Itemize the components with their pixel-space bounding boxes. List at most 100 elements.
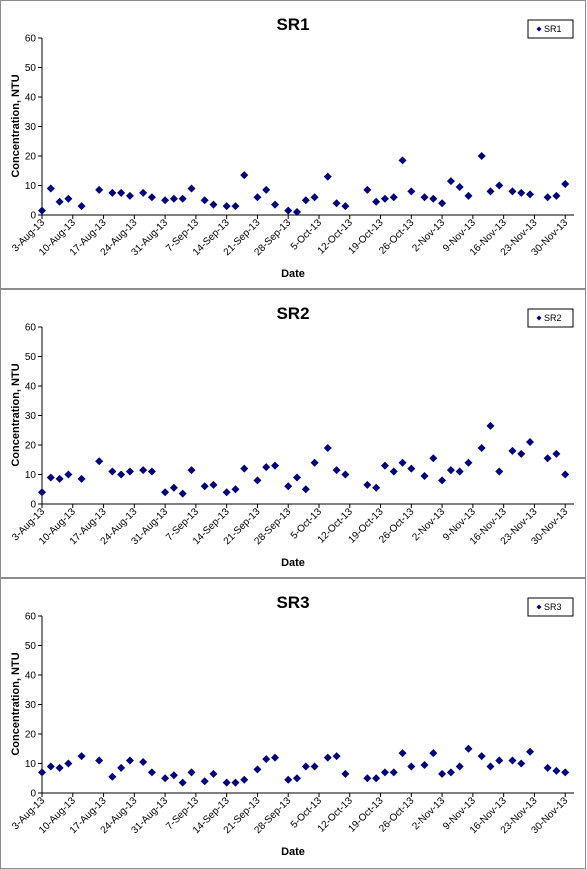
- chart-panel-1: SR2 0 10 20 30 40 50 60 3-Aug-13 10-Aug-13 17-Aug-…: [0, 289, 586, 578]
- data-point: [293, 208, 302, 217]
- y-tick-label: 10: [25, 759, 37, 770]
- data-point: [231, 778, 240, 787]
- data-point: [429, 194, 438, 203]
- data-point: [323, 172, 332, 181]
- data-point: [77, 474, 86, 483]
- data-point: [363, 480, 372, 489]
- data-point: [323, 753, 332, 762]
- legend-label: SR2: [544, 313, 562, 323]
- data-point: [407, 464, 416, 473]
- data-point: [38, 206, 46, 215]
- data-point: [161, 196, 170, 205]
- data-point: [526, 747, 535, 756]
- y-tick-label: 60: [25, 612, 37, 623]
- data-point: [64, 470, 73, 479]
- data-point: [147, 467, 156, 476]
- data-point: [147, 193, 156, 202]
- y-tick-label: 40: [25, 382, 37, 393]
- data-point: [46, 762, 55, 771]
- data-point: [55, 474, 64, 483]
- data-point: [293, 473, 302, 482]
- data-point: [125, 191, 134, 200]
- legend-marker: [536, 604, 542, 610]
- data-point: [341, 202, 350, 211]
- y-tick-label: 20: [25, 152, 37, 163]
- data-point: [108, 188, 117, 197]
- data-point: [543, 193, 552, 202]
- chart-panel-0: SR1 0 10 20 30 40 50 60 3-Aug-13 10-Aug-13 17-Aug-…: [0, 0, 586, 289]
- legend-label: SR1: [544, 24, 562, 34]
- data-point: [455, 762, 464, 771]
- data-point: [486, 762, 495, 771]
- data-point: [380, 768, 389, 777]
- data-point: [284, 482, 293, 491]
- y-tick-label: 20: [25, 730, 37, 741]
- data-point: [420, 193, 429, 202]
- data-point: [169, 771, 178, 780]
- legend: SR3: [527, 597, 574, 617]
- chart-title: SR3: [276, 593, 309, 612]
- y-axis-title: Concentration, NTU: [10, 652, 22, 755]
- data-point: [420, 471, 429, 480]
- data-point: [495, 756, 504, 765]
- data-point: [372, 774, 381, 783]
- y-tick-label: 20: [25, 441, 37, 452]
- data-point: [455, 182, 464, 191]
- data-point: [253, 193, 262, 202]
- data-point: [108, 467, 117, 476]
- data-point: [486, 421, 495, 430]
- data-point: [398, 749, 407, 758]
- data-point: [552, 449, 561, 458]
- legend-box: [527, 597, 574, 617]
- y-axis-title: Concentration, NTU: [10, 74, 22, 177]
- data-point: [389, 768, 398, 777]
- data-point: [380, 461, 389, 470]
- data-point: [398, 156, 407, 165]
- data-point: [389, 193, 398, 202]
- data-point: [363, 185, 372, 194]
- data-point: [38, 768, 46, 777]
- data-point: [363, 774, 372, 783]
- data-point: [477, 752, 486, 761]
- x-axis-title: Date: [281, 557, 305, 569]
- data-point: [262, 463, 271, 472]
- data-point: [125, 467, 134, 476]
- data-point: [429, 454, 438, 463]
- data-point: [253, 765, 262, 774]
- data-point: [169, 483, 178, 492]
- data-point: [526, 190, 535, 199]
- data-point: [125, 756, 134, 765]
- data-point: [543, 454, 552, 463]
- data-point: [139, 466, 148, 475]
- data-point: [477, 443, 486, 452]
- x-axis-title: Date: [281, 846, 305, 858]
- data-point: [108, 772, 117, 781]
- data-point: [77, 202, 86, 211]
- data-point: [495, 181, 504, 190]
- data-point: [222, 202, 231, 211]
- data-point: [231, 485, 240, 494]
- data-point: [117, 470, 126, 479]
- data-point: [147, 768, 156, 777]
- data-point: [561, 470, 570, 479]
- data-point: [187, 768, 196, 777]
- data-point: [446, 177, 455, 186]
- data-point: [380, 194, 389, 203]
- data-point: [64, 194, 73, 203]
- data-point: [446, 768, 455, 777]
- data-point: [95, 457, 104, 466]
- data-point: [429, 749, 438, 758]
- data-point: [284, 206, 293, 215]
- data-point: [301, 485, 310, 494]
- data-point: [222, 778, 231, 787]
- y-tick-label: 50: [25, 641, 37, 652]
- data-point: [117, 188, 126, 197]
- data-point: [561, 768, 570, 777]
- y-tick-label: 0: [30, 789, 36, 800]
- data-point: [517, 449, 526, 458]
- data-point: [389, 467, 398, 476]
- chart-svg-0: SR101020304050603-Aug-1310-Aug-1317-Aug-…: [10, 15, 574, 280]
- data-point: [209, 769, 218, 778]
- data-point: [446, 466, 455, 475]
- y-tick-label: 10: [25, 181, 37, 192]
